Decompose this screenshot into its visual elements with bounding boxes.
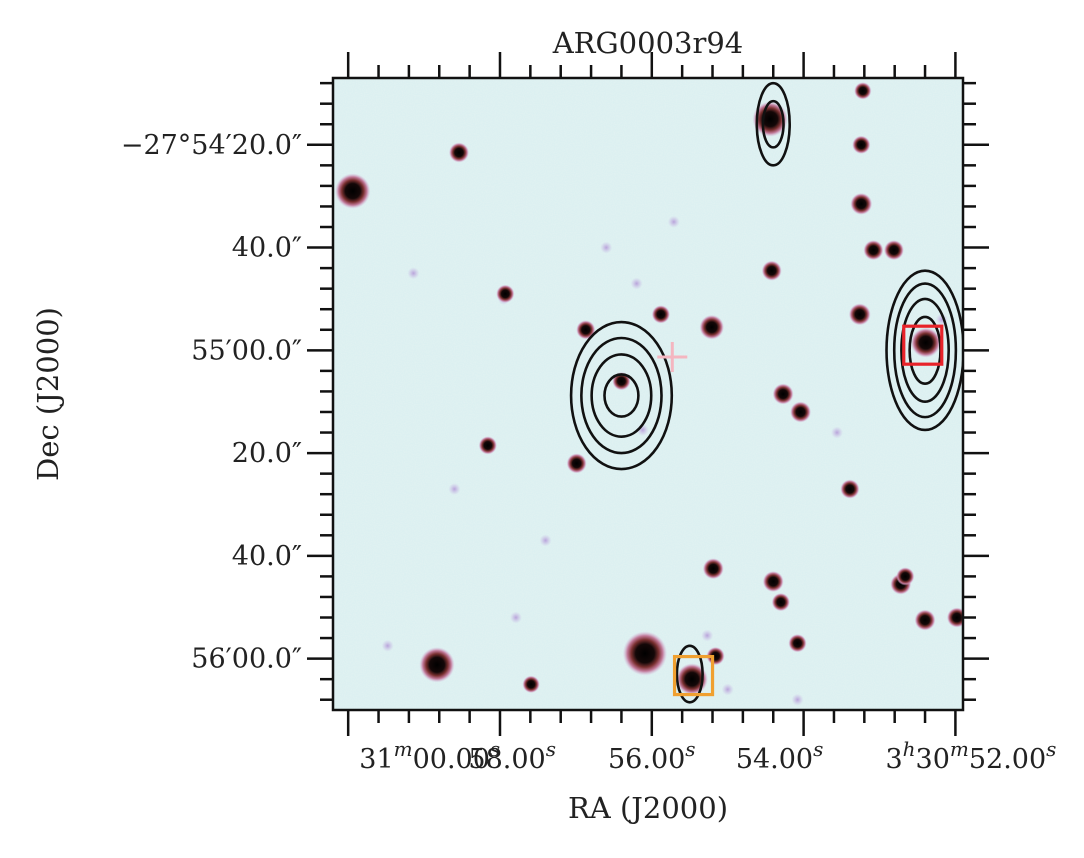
tick-text: 58.00 xyxy=(468,744,545,775)
tick-superscript: m xyxy=(394,737,413,761)
tick-superscript: s xyxy=(1046,737,1056,761)
tick-superscript: h xyxy=(903,737,916,761)
source-14 xyxy=(914,609,936,631)
contours-layer xyxy=(569,81,963,704)
faint-source-10 xyxy=(831,426,843,439)
ticks-layer xyxy=(307,52,989,736)
y-tick-label-2: 55′00.0″ xyxy=(191,335,302,366)
contour-1-1 xyxy=(900,297,950,404)
y-tick-label-0: −27°54′20.0″ xyxy=(121,130,302,161)
faint-source-11 xyxy=(667,215,680,228)
source-8 xyxy=(848,303,871,326)
source-25 xyxy=(651,305,671,324)
source-12 xyxy=(702,558,724,580)
faint-source-5 xyxy=(701,629,714,642)
source-19 xyxy=(863,240,884,261)
faint-source-2 xyxy=(509,611,522,624)
y-tick-label-1: 40.0″ xyxy=(232,233,302,264)
tick-text: 30 xyxy=(916,744,950,775)
y-tick-label-4: 40.0″ xyxy=(232,541,302,572)
tick-superscript: m xyxy=(950,737,969,761)
source-0 xyxy=(910,327,941,358)
faint-source-7 xyxy=(721,683,734,696)
source-13 xyxy=(762,571,784,593)
contour-1-2 xyxy=(892,282,958,419)
tick-superscript: s xyxy=(685,737,695,761)
tick-text: 56.00 xyxy=(608,744,685,775)
tick-text: 31 xyxy=(359,744,393,775)
x-tick-label-1: 58.00s xyxy=(468,737,556,775)
faint-source-13 xyxy=(448,483,461,496)
plot-area xyxy=(331,76,965,712)
source-22 xyxy=(840,479,860,499)
contour-0-1 xyxy=(590,353,653,438)
tick-text: 00.00 xyxy=(413,744,490,775)
tick-text: 52.00 xyxy=(969,744,1046,775)
x-tick-label-0: 31m00.00s xyxy=(359,737,500,775)
source-1 xyxy=(752,101,788,137)
image-noise xyxy=(333,78,963,710)
faint-source-8 xyxy=(791,693,804,706)
faint-source-3 xyxy=(381,639,394,652)
source-23 xyxy=(496,284,515,303)
tick-text: 3 xyxy=(885,744,902,775)
marker-square-0 xyxy=(902,324,944,366)
x-tick-label-4: 3h30m52.00s xyxy=(885,737,1056,775)
y-tick-label-5: 56′00.0″ xyxy=(191,644,302,675)
contour-2-1 xyxy=(755,81,791,167)
source-26 xyxy=(771,592,790,612)
faint-source-12 xyxy=(600,241,613,254)
source-33 xyxy=(522,675,540,694)
x-tick-label-3: 54.00s xyxy=(736,737,824,775)
tick-superscript: s xyxy=(546,737,556,761)
source-11 xyxy=(566,453,587,474)
marker-square-1 xyxy=(672,654,715,697)
tick-text: 54.00 xyxy=(736,744,813,775)
x-tick-label-2: 56.00s xyxy=(608,737,696,775)
faint-source-6 xyxy=(630,277,643,290)
source-4 xyxy=(622,631,668,676)
tick-superscript: s xyxy=(490,737,500,761)
chart-title: ARG0003r94 xyxy=(552,26,744,60)
contour-1-3 xyxy=(885,269,963,432)
source-21 xyxy=(576,320,596,340)
source-31 xyxy=(896,567,915,586)
source-24 xyxy=(478,436,497,455)
contour-0-3 xyxy=(569,320,674,471)
source-16 xyxy=(946,607,963,628)
contour-2-0 xyxy=(761,99,785,149)
markers-layer xyxy=(657,324,944,697)
y-tick-label-3: 20.0″ xyxy=(232,438,302,469)
source-2 xyxy=(335,173,371,209)
x-axis-label: RA (J2000) xyxy=(568,791,728,825)
contour-0-0 xyxy=(603,373,640,418)
source-17 xyxy=(761,260,782,281)
source-10 xyxy=(772,383,794,405)
contour-0-2 xyxy=(580,336,663,455)
faint-source-14 xyxy=(539,534,552,547)
source-6 xyxy=(699,314,725,340)
source-9 xyxy=(790,401,812,423)
y-axis-label: Dec (J2000) xyxy=(31,307,65,481)
contour-3-0 xyxy=(675,644,704,704)
source-18 xyxy=(448,142,470,163)
source-20 xyxy=(883,240,904,261)
source-27 xyxy=(788,634,807,653)
plot-frame xyxy=(331,76,965,712)
tick-superscript: s xyxy=(813,737,823,761)
y-tick-labels: −27°54′20.0″ 40.0″ 55′00.0″ 20.0″ 40.0″ 56′00… xyxy=(121,130,302,675)
source-7 xyxy=(850,192,873,215)
source-30 xyxy=(854,82,872,100)
faint-source-1 xyxy=(407,267,420,280)
source-3 xyxy=(419,647,455,683)
source-29 xyxy=(852,135,871,154)
